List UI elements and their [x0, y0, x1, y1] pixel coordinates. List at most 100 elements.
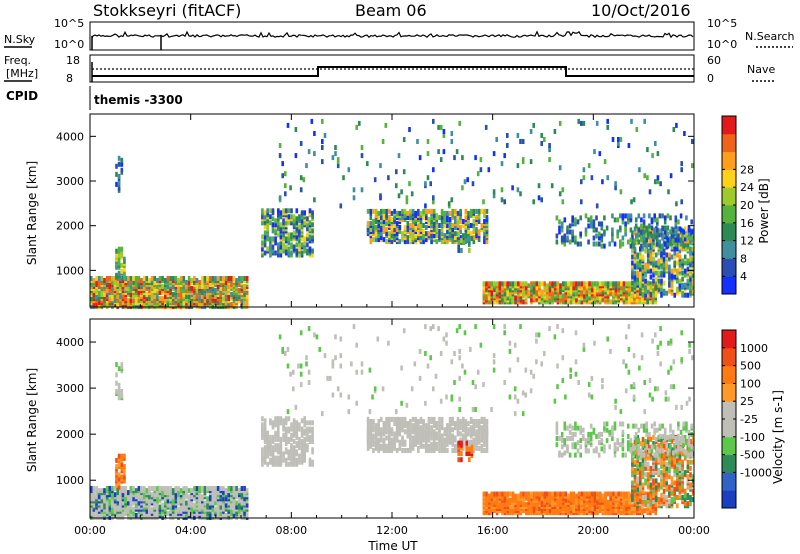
power-ylabel: Slant Range [km]	[25, 161, 39, 265]
echo-cell	[142, 276, 146, 281]
echo-cell	[418, 155, 422, 161]
echo-cell	[668, 270, 671, 276]
echo-cell	[369, 441, 373, 447]
echo-cell	[493, 281, 496, 287]
echo-cell	[651, 281, 655, 287]
echo-cell	[115, 482, 118, 488]
echo-cell	[673, 250, 676, 256]
echo-cell	[120, 268, 124, 274]
echo-cell	[161, 276, 164, 281]
echo-cell	[287, 416, 291, 422]
echo-cell	[506, 133, 509, 138]
echo-cell	[403, 416, 407, 422]
echo-cell	[174, 294, 178, 299]
echo-cell	[689, 268, 692, 274]
echo-cell	[522, 497, 525, 503]
echo-cell	[509, 497, 512, 503]
echo-cell	[426, 151, 430, 157]
echo-cell	[287, 214, 291, 220]
echo-cell	[308, 246, 312, 252]
echo-cell	[435, 431, 439, 437]
echo-cell	[678, 232, 682, 238]
echo-cell	[366, 445, 370, 451]
echo-cell	[113, 492, 117, 498]
echo-cell	[617, 137, 620, 142]
echo-cell	[235, 510, 238, 516]
echo-cell	[385, 221, 388, 226]
echo-cell	[120, 453, 124, 459]
echo-cell	[313, 197, 316, 203]
echo-cell	[116, 486, 119, 491]
echo-cell	[448, 421, 452, 426]
echo-cell	[393, 208, 396, 214]
echo-cell	[540, 281, 544, 287]
echo-cell	[395, 221, 399, 226]
echo-cell	[117, 480, 121, 486]
echo-cell	[634, 217, 638, 223]
echo-cell	[166, 510, 170, 516]
echo-cell	[287, 240, 291, 246]
echo-cell	[676, 272, 679, 278]
echo-cell	[295, 457, 299, 463]
echo-cell	[435, 425, 439, 431]
echo-cell	[516, 133, 520, 138]
echo-cell	[575, 281, 578, 287]
echo-cell	[498, 491, 502, 497]
echo-cell	[347, 167, 351, 173]
echo-cell	[377, 423, 380, 429]
echo-cell	[631, 254, 634, 260]
echo-cell	[456, 427, 460, 433]
echo-cell	[553, 508, 557, 514]
echo-cell	[501, 491, 504, 497]
echo-cell	[395, 210, 399, 216]
echo-cell	[629, 237, 633, 243]
echo-cell	[300, 457, 304, 463]
echo-cell	[469, 223, 473, 228]
echo-cell	[409, 433, 412, 439]
echo-cell	[119, 490, 122, 496]
echo-cell	[416, 139, 419, 144]
echo-cell	[437, 149, 440, 155]
echo-cell	[198, 296, 201, 302]
echo-cell	[282, 457, 285, 463]
echo-cell	[584, 227, 588, 233]
echo-cell	[414, 423, 417, 429]
echo-cell	[111, 276, 114, 281]
echo-cell	[468, 236, 471, 241]
echo-cell	[619, 137, 623, 142]
echo-cell	[519, 281, 523, 287]
echo-cell	[287, 436, 291, 442]
echo-cell	[587, 217, 590, 223]
echo-cell	[430, 233, 433, 239]
echo-cell	[298, 224, 301, 230]
echo-cell	[483, 239, 486, 245]
echo-cell	[490, 281, 494, 287]
echo-cell	[689, 256, 692, 262]
echo-cell	[339, 203, 343, 209]
echo-cell	[117, 246, 121, 252]
echo-cell	[685, 215, 688, 221]
echo-cell	[409, 223, 412, 228]
echo-cell	[477, 439, 481, 445]
echo-cell	[263, 430, 267, 436]
echo-cell	[639, 262, 642, 268]
echo-cell	[535, 285, 539, 291]
echo-cell	[380, 227, 383, 232]
echo-cell	[269, 208, 272, 214]
echo-cell	[660, 258, 663, 264]
echo-cell	[372, 419, 375, 424]
echo-cell	[243, 284, 246, 289]
echo-cell	[377, 448, 380, 453]
echo-cell	[284, 248, 288, 254]
echo-cell	[377, 215, 380, 220]
echo-cell	[660, 252, 663, 258]
echo-cell	[271, 420, 275, 426]
echo-cell	[111, 286, 114, 291]
echo-cell	[395, 435, 399, 441]
echo-cell	[691, 139, 694, 144]
echo-cell	[438, 229, 441, 234]
echo-cell	[462, 416, 465, 422]
echo-cell	[657, 278, 661, 284]
echo-cell	[616, 229, 619, 235]
echo-cell	[606, 289, 610, 295]
